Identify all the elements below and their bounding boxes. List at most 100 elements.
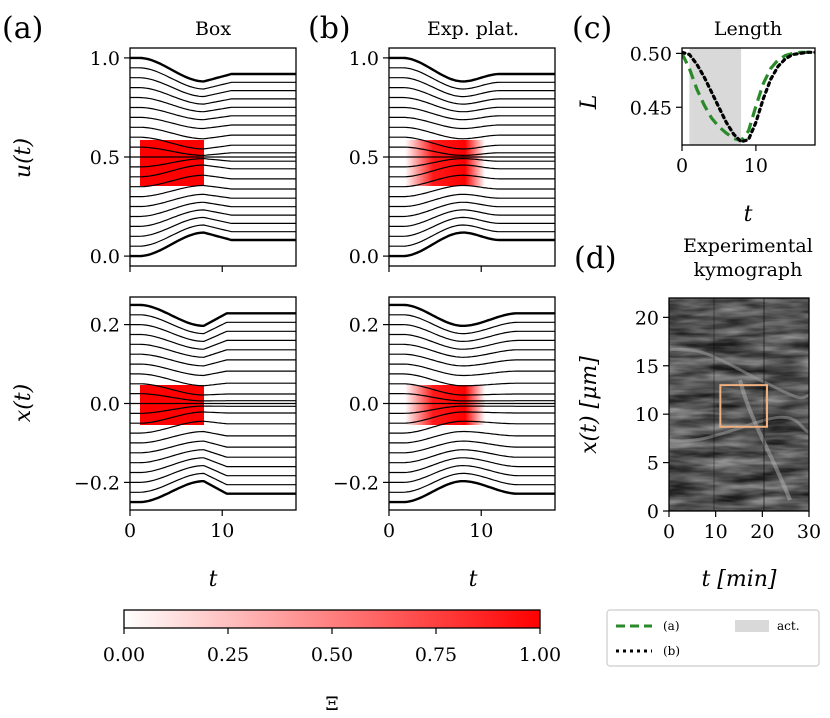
legend: (a) (b) act. [606, 609, 820, 667]
t-axis-label-a: t [209, 567, 218, 592]
trajectory-line [389, 457, 555, 474]
colorbar: 0.00 0.25 0.50 0.75 1.00 Ξ [103, 609, 561, 715]
trajectory-line [389, 472, 555, 493]
colorbar-tick-label: 1.00 [519, 644, 561, 666]
axes-frame [668, 297, 810, 512]
panel-c-title: Length [714, 18, 782, 40]
legend-label-act: act. [777, 619, 800, 633]
trajectory-line [130, 77, 296, 98]
u-tick-label: 0.5 [90, 147, 120, 169]
trajectory-line [389, 224, 555, 247]
length-series-(b) [682, 50, 815, 144]
colorbar-label: Ξ [325, 693, 338, 715]
trajectory-line [389, 420, 555, 434]
trajectory-line [389, 106, 555, 121]
trajectory-line [130, 303, 296, 327]
kymo-y-axis-label: x(t) [μm] [577, 356, 602, 454]
x-tick-label: −0.2 [74, 472, 120, 494]
colorbar-tick-label: 0.00 [103, 644, 145, 666]
trajectory-line [130, 184, 296, 198]
trajectory-line [389, 480, 555, 504]
trajectory-line [130, 464, 296, 483]
trajectory-line [130, 224, 296, 247]
u-tick-label: 0.0 [90, 246, 120, 268]
trajectory-line [389, 174, 555, 188]
trajectory-line [130, 457, 296, 474]
trajectory-line [130, 174, 296, 188]
trajectories [130, 303, 296, 504]
trajectory-line [130, 393, 296, 402]
trajectory-line [389, 209, 555, 227]
trajectory-line [389, 184, 555, 198]
panel-a-label: (a) [2, 11, 43, 46]
trajectory-line [389, 164, 555, 178]
trajectory-line [389, 373, 555, 387]
trajectory-line [130, 56, 296, 83]
trajectory-line [130, 216, 296, 237]
legend-swatch-act [735, 620, 769, 632]
x-tick-label: 0.0 [90, 394, 120, 416]
trajectory-line [130, 136, 296, 150]
kymo-x-tick-label: 20 [750, 521, 774, 543]
panel-d-label: (d) [574, 241, 617, 276]
trajectory-line [389, 430, 555, 444]
trajectory-line [389, 343, 555, 358]
length-series-(a) [682, 50, 815, 143]
trajectory-line [389, 67, 555, 90]
activation-region [405, 385, 485, 425]
trajectory-line [389, 405, 555, 414]
trajectory-line [130, 67, 296, 90]
x-tick-label: 0.0 [349, 394, 379, 416]
kymo-x-tick-label: 30 [797, 521, 821, 543]
trajectory-line [389, 193, 555, 208]
trajectory-line [389, 314, 555, 335]
trajectory-line [130, 164, 296, 178]
trajectory-line [389, 449, 555, 464]
u-axis-label: u(t) [11, 138, 36, 178]
panel-b-title: Exp. plat. [427, 18, 519, 40]
trajectory-line [130, 116, 296, 130]
trajectory-line [389, 464, 555, 483]
trajectory-line [130, 96, 296, 113]
kymo-y-tick-label: 10 [635, 404, 659, 426]
axes-frame [681, 47, 816, 146]
activation-region [405, 140, 485, 186]
trajectory-line [389, 56, 555, 83]
trajectory-line [130, 324, 296, 343]
trajectory-line [389, 383, 555, 396]
trajectory-line [130, 353, 296, 367]
trajectory-line [130, 480, 296, 504]
trajectory-line [389, 136, 555, 150]
trajectory-line [130, 449, 296, 464]
trajectory-line [130, 157, 296, 168]
colorbar-gradient [123, 609, 541, 629]
colorbar-tick-label: 0.50 [311, 644, 353, 666]
panel-x-box: 0.2 0.0 −0.2 0 10 [74, 296, 297, 542]
trajectory-line [130, 333, 296, 350]
trajectory-line [130, 106, 296, 121]
trajectory-line [130, 363, 296, 377]
trajectory-line [130, 87, 296, 105]
trajectory-line [130, 430, 296, 444]
trajectory-line [130, 472, 296, 493]
trajectory-line [130, 383, 296, 396]
u-tick-label: 0.5 [349, 147, 379, 169]
panel-u-box: 1.0 0.5 0.0 [90, 47, 297, 272]
panel-c-label: (c) [572, 11, 612, 46]
trajectory-line [130, 314, 296, 335]
trajectories [389, 56, 555, 258]
trajectory-line [130, 411, 296, 424]
kymo-y-tick-label: 5 [647, 453, 659, 475]
trajectory-line [130, 146, 296, 157]
trajectory-line [389, 393, 555, 402]
panel-u-exp: 1.0 0.5 0.0 [349, 47, 556, 272]
trajectory-line [389, 324, 555, 343]
trajectory-line [130, 440, 296, 454]
trajectory-line [389, 87, 555, 105]
t-axis-label-c: t [744, 202, 753, 227]
u-tick-label: 1.0 [349, 48, 379, 70]
trajectory-line [389, 231, 555, 258]
panel-kymograph: 20 15 10 5 00 10 20 30 x(t) [μm] t [min] [577, 297, 821, 592]
trajectory-line [389, 333, 555, 350]
